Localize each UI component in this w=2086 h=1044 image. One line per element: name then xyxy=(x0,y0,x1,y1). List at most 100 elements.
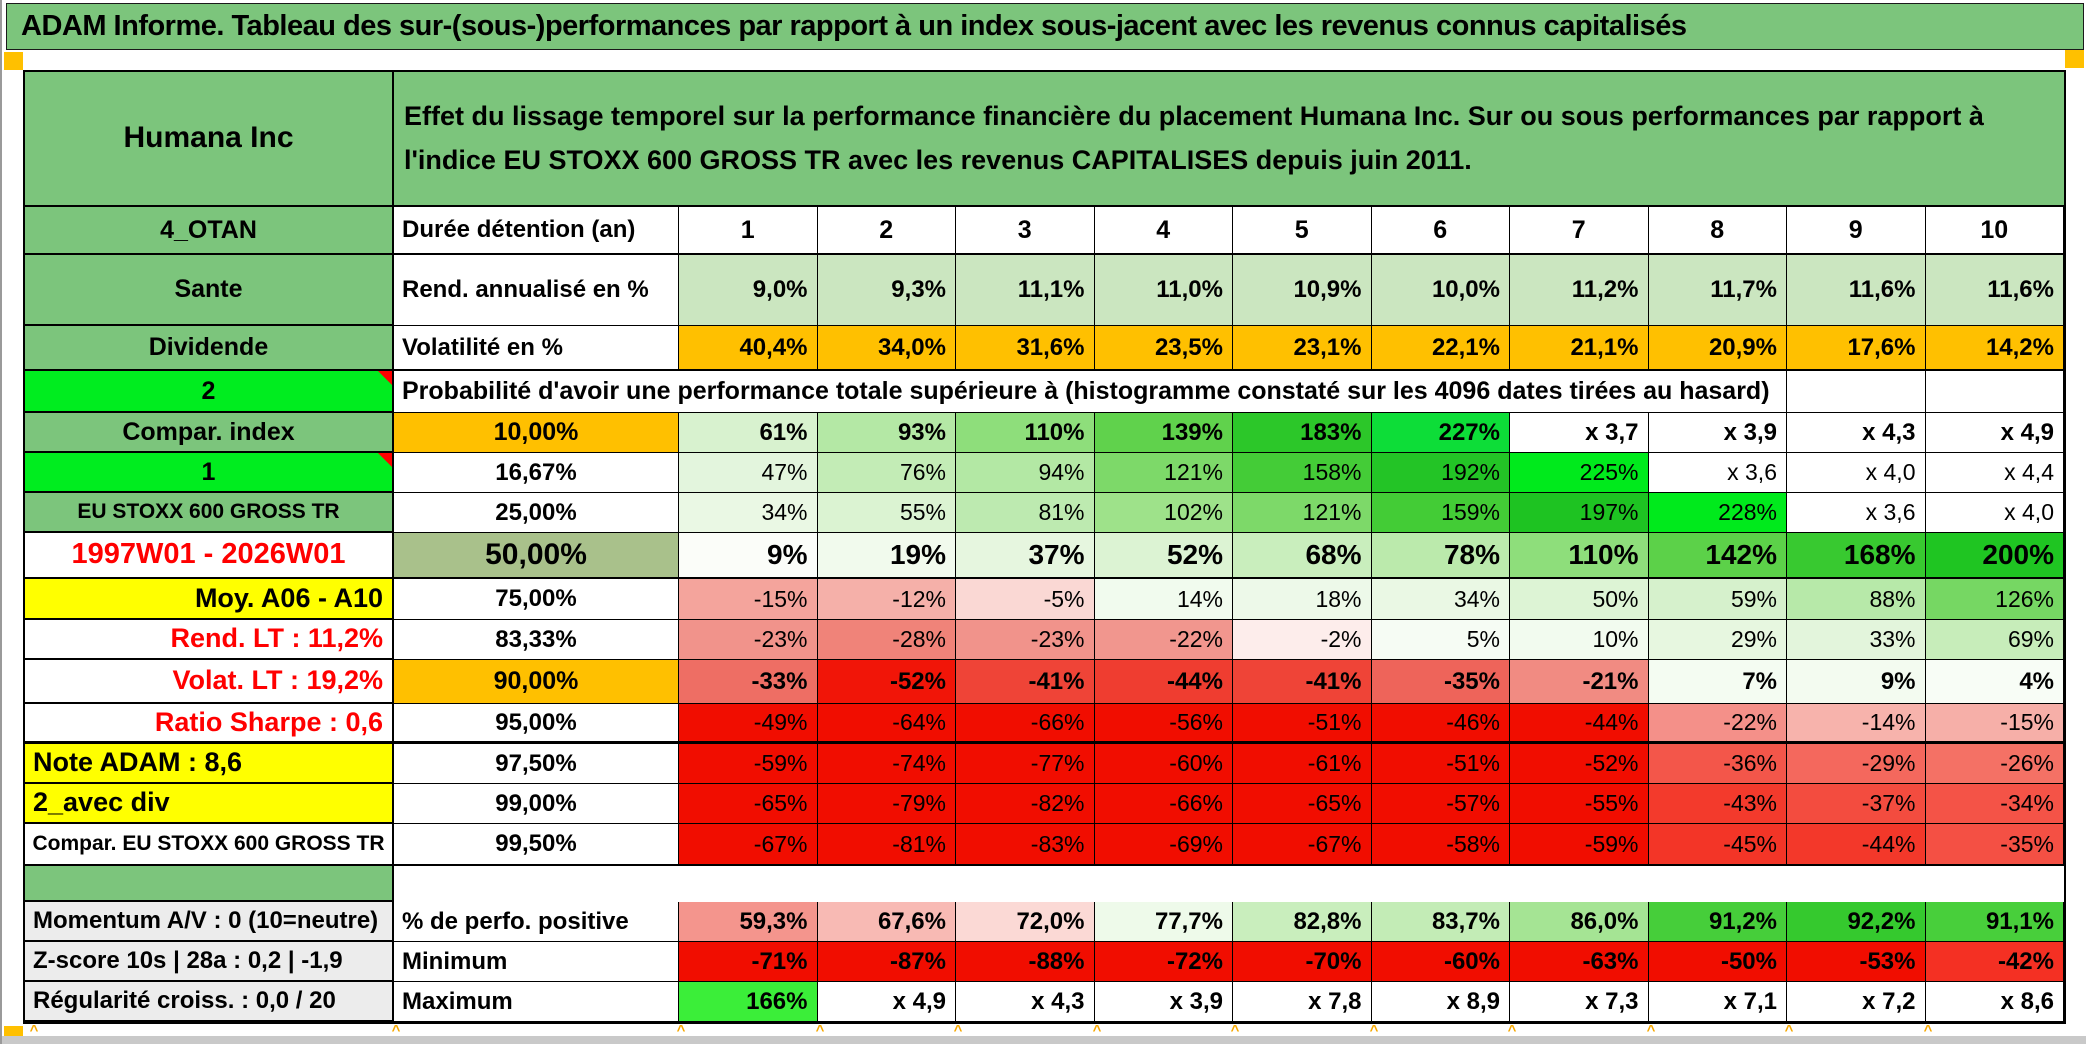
value-cell-min-2[interactable]: -87% xyxy=(817,942,956,982)
value-cell-p95-8[interactable]: -22% xyxy=(1648,704,1787,744)
value-cell-max-5[interactable]: x 7,8 xyxy=(1233,982,1372,1022)
value-cell-p995-9[interactable]: -44% xyxy=(1787,824,1926,866)
value-cell-min-10[interactable]: -42% xyxy=(1925,942,2064,982)
empty-cell-1[interactable] xyxy=(1925,371,2064,413)
value-cell-p25-7[interactable]: 197% xyxy=(1510,493,1649,533)
value-cell-p25-6[interactable]: 159% xyxy=(1371,493,1510,533)
row-label-a-max[interactable]: Régularité croiss. : 0,0 / 20 xyxy=(25,982,394,1022)
row-label-b-p50[interactable]: 50,00% xyxy=(394,533,679,579)
value-cell-p16-1[interactable]: 47% xyxy=(679,453,818,493)
value-cell-perfo-1[interactable]: 59,3% xyxy=(679,902,818,942)
row-label-b-p90[interactable]: 90,00% xyxy=(394,660,679,704)
value-cell-p83-3[interactable]: -23% xyxy=(956,620,1095,660)
row-label-a-volat[interactable]: Dividende xyxy=(25,326,394,371)
value-cell-p99-3[interactable]: -82% xyxy=(956,784,1095,824)
value-cell-p99-1[interactable]: -65% xyxy=(679,784,818,824)
row-label-b-rend[interactable]: Rend. annualisé en % xyxy=(394,255,679,326)
value-cell-p975-1[interactable]: -59% xyxy=(679,744,818,784)
value-cell-p50-7[interactable]: 110% xyxy=(1510,533,1649,579)
value-cell-p10-2[interactable]: 93% xyxy=(817,413,956,453)
row-label-b-p16[interactable]: 16,67% xyxy=(394,453,679,493)
probability-span-cell[interactable]: Probabilité d'avoir une performance tota… xyxy=(394,371,1787,413)
value-cell-rend-1[interactable]: 9,0% xyxy=(679,255,818,326)
value-cell-p83-4[interactable]: -22% xyxy=(1094,620,1233,660)
value-cell-min-9[interactable]: -53% xyxy=(1787,942,1926,982)
value-cell-p95-3[interactable]: -66% xyxy=(956,704,1095,744)
row-label-b-p10[interactable]: 10,00% xyxy=(394,413,679,453)
value-cell-p16-9[interactable]: x 4,0 xyxy=(1787,453,1926,493)
value-cell-p16-8[interactable]: x 3,6 xyxy=(1648,453,1787,493)
row-label-a-min[interactable]: Z-score 10s | 28a : 0,2 | -1,9 xyxy=(25,942,394,982)
value-cell-p25-3[interactable]: 81% xyxy=(956,493,1095,533)
value-cell-p90-10[interactable]: 4% xyxy=(1925,660,2064,704)
value-cell-p50-4[interactable]: 52% xyxy=(1094,533,1233,579)
value-cell-p99-8[interactable]: -43% xyxy=(1648,784,1787,824)
value-cell-p975-2[interactable]: -74% xyxy=(817,744,956,784)
row-label-b-p995[interactable]: 99,50% xyxy=(394,824,679,866)
value-cell-p99-5[interactable]: -65% xyxy=(1233,784,1372,824)
value-cell-volat-1[interactable]: 40,4% xyxy=(679,326,818,371)
table-description-cell[interactable]: Effet du lissage temporel sur la perform… xyxy=(394,72,2064,207)
value-cell-volat-9[interactable]: 17,6% xyxy=(1787,326,1926,371)
value-cell-p50-2[interactable]: 19% xyxy=(817,533,956,579)
value-cell-duree-10[interactable]: 10 xyxy=(1925,207,2064,255)
value-cell-perfo-2[interactable]: 67,6% xyxy=(817,902,956,942)
value-cell-max-7[interactable]: x 7,3 xyxy=(1510,982,1649,1022)
value-cell-p90-6[interactable]: -35% xyxy=(1371,660,1510,704)
value-cell-p16-3[interactable]: 94% xyxy=(956,453,1095,493)
value-cell-duree-5[interactable]: 5 xyxy=(1233,207,1372,255)
value-cell-perfo-7[interactable]: 86,0% xyxy=(1510,902,1649,942)
value-cell-p95-7[interactable]: -44% xyxy=(1510,704,1649,744)
value-cell-p90-2[interactable]: -52% xyxy=(817,660,956,704)
value-cell-p75-2[interactable]: -12% xyxy=(817,579,956,620)
value-cell-p90-9[interactable]: 9% xyxy=(1787,660,1926,704)
value-cell-p25-2[interactable]: 55% xyxy=(817,493,956,533)
value-cell-rend-7[interactable]: 11,2% xyxy=(1510,255,1649,326)
value-cell-max-1[interactable]: 166% xyxy=(679,982,818,1022)
row-label-a-p83[interactable]: Rend. LT : 11,2% xyxy=(25,620,394,660)
value-cell-max-8[interactable]: x 7,1 xyxy=(1648,982,1787,1022)
value-cell-volat-2[interactable]: 34,0% xyxy=(817,326,956,371)
value-cell-p25-1[interactable]: 34% xyxy=(679,493,818,533)
value-cell-p975-9[interactable]: -29% xyxy=(1787,744,1926,784)
value-cell-p75-4[interactable]: 14% xyxy=(1094,579,1233,620)
company-name-cell[interactable]: Humana Inc xyxy=(25,72,394,207)
value-cell-volat-6[interactable]: 22,1% xyxy=(1371,326,1510,371)
value-cell-p975-7[interactable]: -52% xyxy=(1510,744,1649,784)
value-cell-min-7[interactable]: -63% xyxy=(1510,942,1649,982)
value-cell-p95-6[interactable]: -46% xyxy=(1371,704,1510,744)
value-cell-duree-2[interactable]: 2 xyxy=(817,207,956,255)
row-label-b-min[interactable]: Minimum xyxy=(394,942,679,982)
row-label-a-p50[interactable]: 1997W01 - 2026W01 xyxy=(25,533,394,579)
value-cell-min-8[interactable]: -50% xyxy=(1648,942,1787,982)
value-cell-p95-10[interactable]: -15% xyxy=(1925,704,2064,744)
value-cell-p25-9[interactable]: x 3,6 xyxy=(1787,493,1926,533)
value-cell-p83-10[interactable]: 69% xyxy=(1925,620,2064,660)
row-label-a-p75[interactable]: Moy. A06 - A10 xyxy=(25,579,394,620)
row-label-a-duree[interactable]: 4_OTAN xyxy=(25,207,394,255)
value-cell-p75-9[interactable]: 88% xyxy=(1787,579,1926,620)
value-cell-volat-5[interactable]: 23,1% xyxy=(1233,326,1372,371)
value-cell-p99-7[interactable]: -55% xyxy=(1510,784,1649,824)
value-cell-p83-5[interactable]: -2% xyxy=(1233,620,1372,660)
value-cell-p90-5[interactable]: -41% xyxy=(1233,660,1372,704)
value-cell-p10-9[interactable]: x 4,3 xyxy=(1787,413,1926,453)
value-cell-p10-3[interactable]: 110% xyxy=(956,413,1095,453)
row-label-b-p75[interactable]: 75,00% xyxy=(394,579,679,620)
value-cell-p25-5[interactable]: 121% xyxy=(1233,493,1372,533)
value-cell-p16-6[interactable]: 192% xyxy=(1371,453,1510,493)
value-cell-p83-7[interactable]: 10% xyxy=(1510,620,1649,660)
value-cell-p25-10[interactable]: x 4,0 xyxy=(1925,493,2064,533)
value-cell-p995-8[interactable]: -45% xyxy=(1648,824,1787,866)
row-label-b-p25[interactable]: 25,00% xyxy=(394,493,679,533)
row-label-a-p90[interactable]: Volat. LT : 19,2% xyxy=(25,660,394,704)
row-label-a-p995[interactable]: Compar. EU STOXX 600 GROSS TR xyxy=(25,824,394,866)
value-cell-duree-7[interactable]: 7 xyxy=(1510,207,1649,255)
value-cell-p75-7[interactable]: 50% xyxy=(1510,579,1649,620)
value-cell-p83-1[interactable]: -23% xyxy=(679,620,818,660)
value-cell-max-2[interactable]: x 4,9 xyxy=(817,982,956,1022)
value-cell-p50-8[interactable]: 142% xyxy=(1648,533,1787,579)
value-cell-p99-9[interactable]: -37% xyxy=(1787,784,1926,824)
row-label-b-p99[interactable]: 99,00% xyxy=(394,784,679,824)
value-cell-p975-4[interactable]: -60% xyxy=(1094,744,1233,784)
